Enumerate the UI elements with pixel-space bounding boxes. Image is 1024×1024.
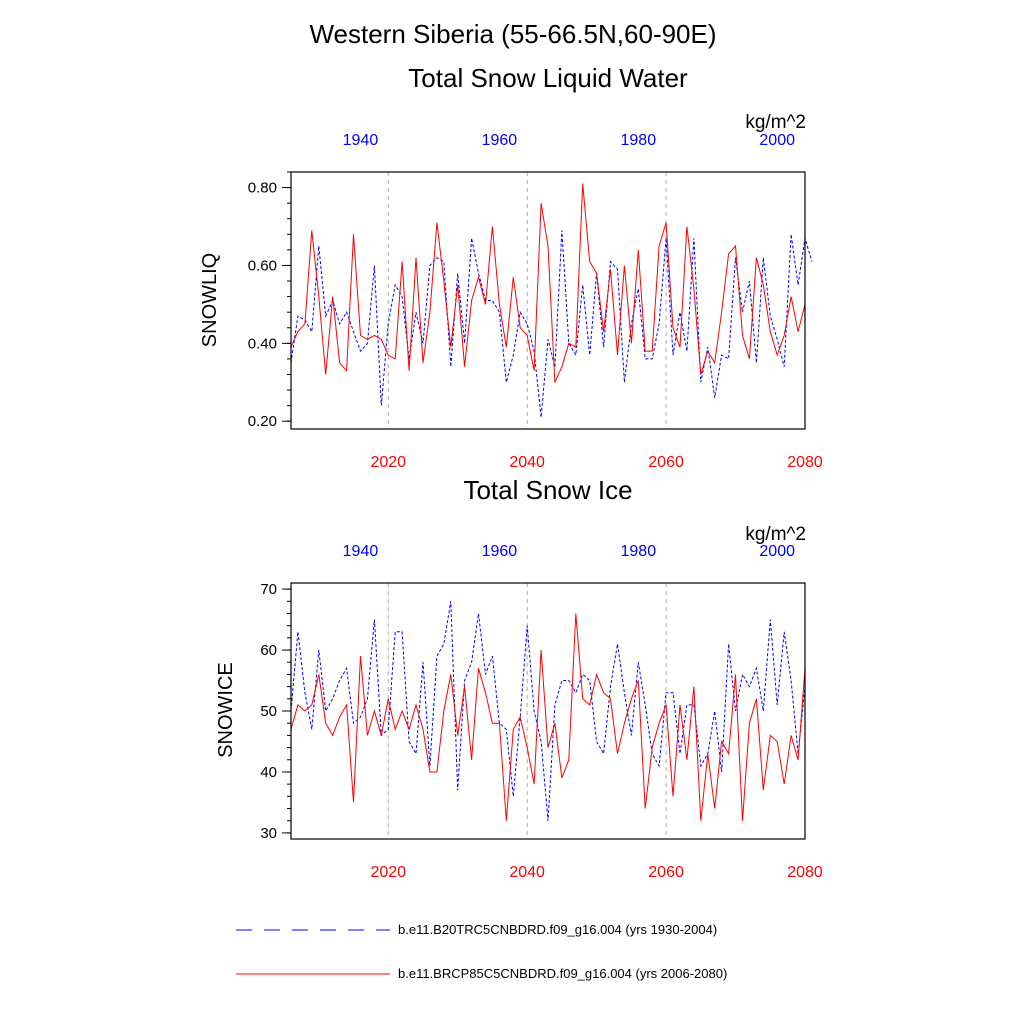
snowice-units: kg/m^2: [745, 524, 806, 545]
legend-label-historical: b.e11.B20TRC5CNBDRD.f09_g16.004 (yrs 193…: [398, 922, 717, 937]
x-top-tick-label: 1960: [482, 132, 518, 149]
snowliq-plot-frame: [290, 171, 806, 430]
y-tick-label: 0.40: [248, 335, 277, 352]
y-tick-label: 50: [260, 703, 277, 720]
snowliq-units: kg/m^2: [745, 112, 806, 133]
x-top-tick-label: 1940: [343, 132, 379, 149]
x-bottom-tick-label: 2060: [648, 454, 684, 471]
x-bottom-tick-label: 2020: [370, 454, 406, 471]
series-line-rcp85: [290, 183, 806, 383]
y-tick-label: 40: [260, 764, 277, 781]
legend-label-rcp85: b.e11.BRCP85C5CNBDRD.f09_g16.004 (yrs 20…: [398, 966, 727, 981]
snowliq-panel: Total Snow Liquid Water kg/m^2 SNOWLIQ 0…: [199, 63, 823, 471]
snowice-panel: kg/m^2 SNOWICE 30 40 50 60 70 2020 2040 2060 208…: [215, 524, 823, 881]
x-top-tick-label: 2000: [759, 543, 795, 560]
x-bottom-tick-label: 2060: [648, 864, 684, 881]
y-tick-label: 70: [260, 581, 277, 598]
y-tick-label: 0.20: [248, 413, 277, 430]
x-bottom-tick-label: 2080: [787, 864, 823, 881]
x-top-tick-label: 1960: [482, 543, 518, 560]
y-tick-label: 0.80: [248, 180, 277, 197]
snowice-series: [290, 601, 806, 821]
x-top-tick-label: 1980: [621, 543, 657, 560]
x-top-tick-label: 1940: [343, 543, 379, 560]
series-line-historical: [290, 230, 813, 418]
snowice-ticks: 30 40 50 60 70 2020 2040 2060 2080 1940 1960 1980 20…: [260, 543, 823, 881]
x-bottom-tick-label: 2040: [509, 454, 545, 471]
snowliq-title: Total Snow Liquid Water: [408, 63, 688, 93]
snowliq-ticks: 0.20 0.40 0.60 0.80 2020 2040 2060 2080 1940 1960…: [248, 132, 823, 471]
y-tick-label: 30: [260, 825, 277, 842]
main-title: Western Siberia (55-66.5N,60-90E): [309, 19, 716, 49]
snowice-vgrid: [387, 583, 667, 839]
series-line-historical: [290, 601, 806, 821]
snowliq-series: [290, 183, 813, 418]
series-line-rcp85: [290, 613, 806, 821]
x-top-tick-label: 1980: [621, 132, 657, 149]
x-bottom-tick-label: 2020: [370, 864, 406, 881]
x-bottom-tick-label: 2040: [509, 864, 545, 881]
x-top-tick-label: 2000: [759, 132, 795, 149]
snowice-title: Total Snow Ice: [463, 475, 632, 505]
legend: b.e11.B20TRC5CNBDRD.f09_g16.004 (yrs 193…: [236, 922, 727, 981]
y-tick-label: 0.60: [248, 257, 277, 274]
snowliq-vgrid: [387, 172, 667, 429]
snowice-y-label: SNOWICE: [215, 662, 237, 758]
snowice-plot-frame: [290, 582, 806, 840]
x-bottom-tick-label: 2080: [787, 454, 823, 471]
snowliq-y-label: SNOWLIQ: [199, 253, 221, 347]
y-tick-label: 60: [260, 642, 277, 659]
